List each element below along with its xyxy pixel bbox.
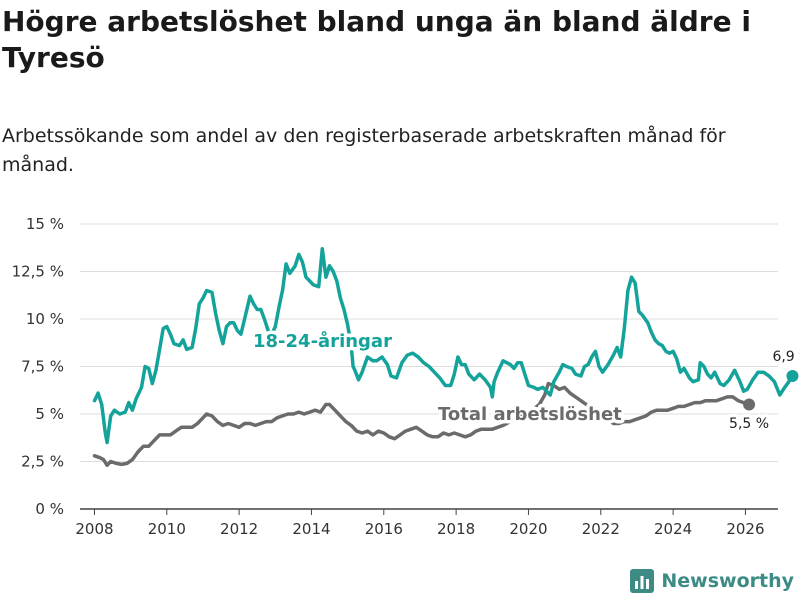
x-tick-label: 2026 bbox=[726, 520, 764, 538]
newsworthy-logo: Newsworthy bbox=[629, 568, 794, 594]
x-tick-label: 2010 bbox=[148, 520, 186, 538]
y-tick-label: 15 % bbox=[26, 215, 64, 233]
youth-end-value-label-halo: 6,9 % bbox=[772, 349, 800, 365]
y-tick-label: 0 % bbox=[35, 500, 64, 518]
x-tick-label: 2012 bbox=[220, 520, 258, 538]
youth-unemployment-line bbox=[92, 246, 795, 445]
x-tick-label: 2020 bbox=[509, 520, 547, 538]
total-end-point bbox=[743, 398, 756, 411]
total-end-value-label: 5,5 % bbox=[729, 416, 769, 432]
x-tick-label: 2008 bbox=[75, 520, 113, 538]
youth-end-value-label: 6,9 % bbox=[772, 349, 800, 365]
total-series-label: Total arbetslöshet bbox=[438, 404, 622, 425]
y-axis-tick-labels: 0 % 2,5 % 5 % 7,5 % 10 % 12,5 % 15 % bbox=[12, 215, 64, 518]
y-tick-label: 7,5 % bbox=[21, 358, 64, 376]
x-tick-label: 2014 bbox=[292, 520, 330, 538]
total-series-label-halo: Total arbetslöshet bbox=[438, 404, 622, 425]
youth-end-point bbox=[786, 370, 799, 382]
bar-chart-logo-icon bbox=[630, 569, 655, 593]
total-end-value-label-halo: 5,5 % bbox=[729, 416, 769, 432]
x-tick-label: 2024 bbox=[654, 520, 692, 538]
brand-name: Newsworthy bbox=[661, 570, 794, 592]
x-axis: 2008 2010 2012 2014 2016 2018 2020 2022 2024 2026 bbox=[75, 508, 778, 538]
y-tick-label: 2,5 % bbox=[21, 453, 64, 471]
y-tick-label: 10 % bbox=[26, 310, 64, 328]
youth-series-label: 18-24-åringar bbox=[253, 330, 392, 352]
total-unemployment-line bbox=[92, 381, 751, 468]
x-tick-label: 2022 bbox=[582, 520, 620, 538]
series-lines bbox=[92, 246, 799, 468]
y-tick-label: 12,5 % bbox=[12, 263, 64, 281]
youth-series-label-halo: 18-24-åringar bbox=[253, 330, 392, 352]
chart-subtitle: Arbetssökande som andel av den registerb… bbox=[2, 125, 726, 176]
y-tick-label: 5 % bbox=[35, 405, 64, 423]
x-tick-label: 2018 bbox=[437, 520, 475, 538]
chart-title: Högre arbetslöshet bland unga än bland ä… bbox=[2, 5, 751, 74]
x-tick-label: 2016 bbox=[365, 520, 403, 538]
